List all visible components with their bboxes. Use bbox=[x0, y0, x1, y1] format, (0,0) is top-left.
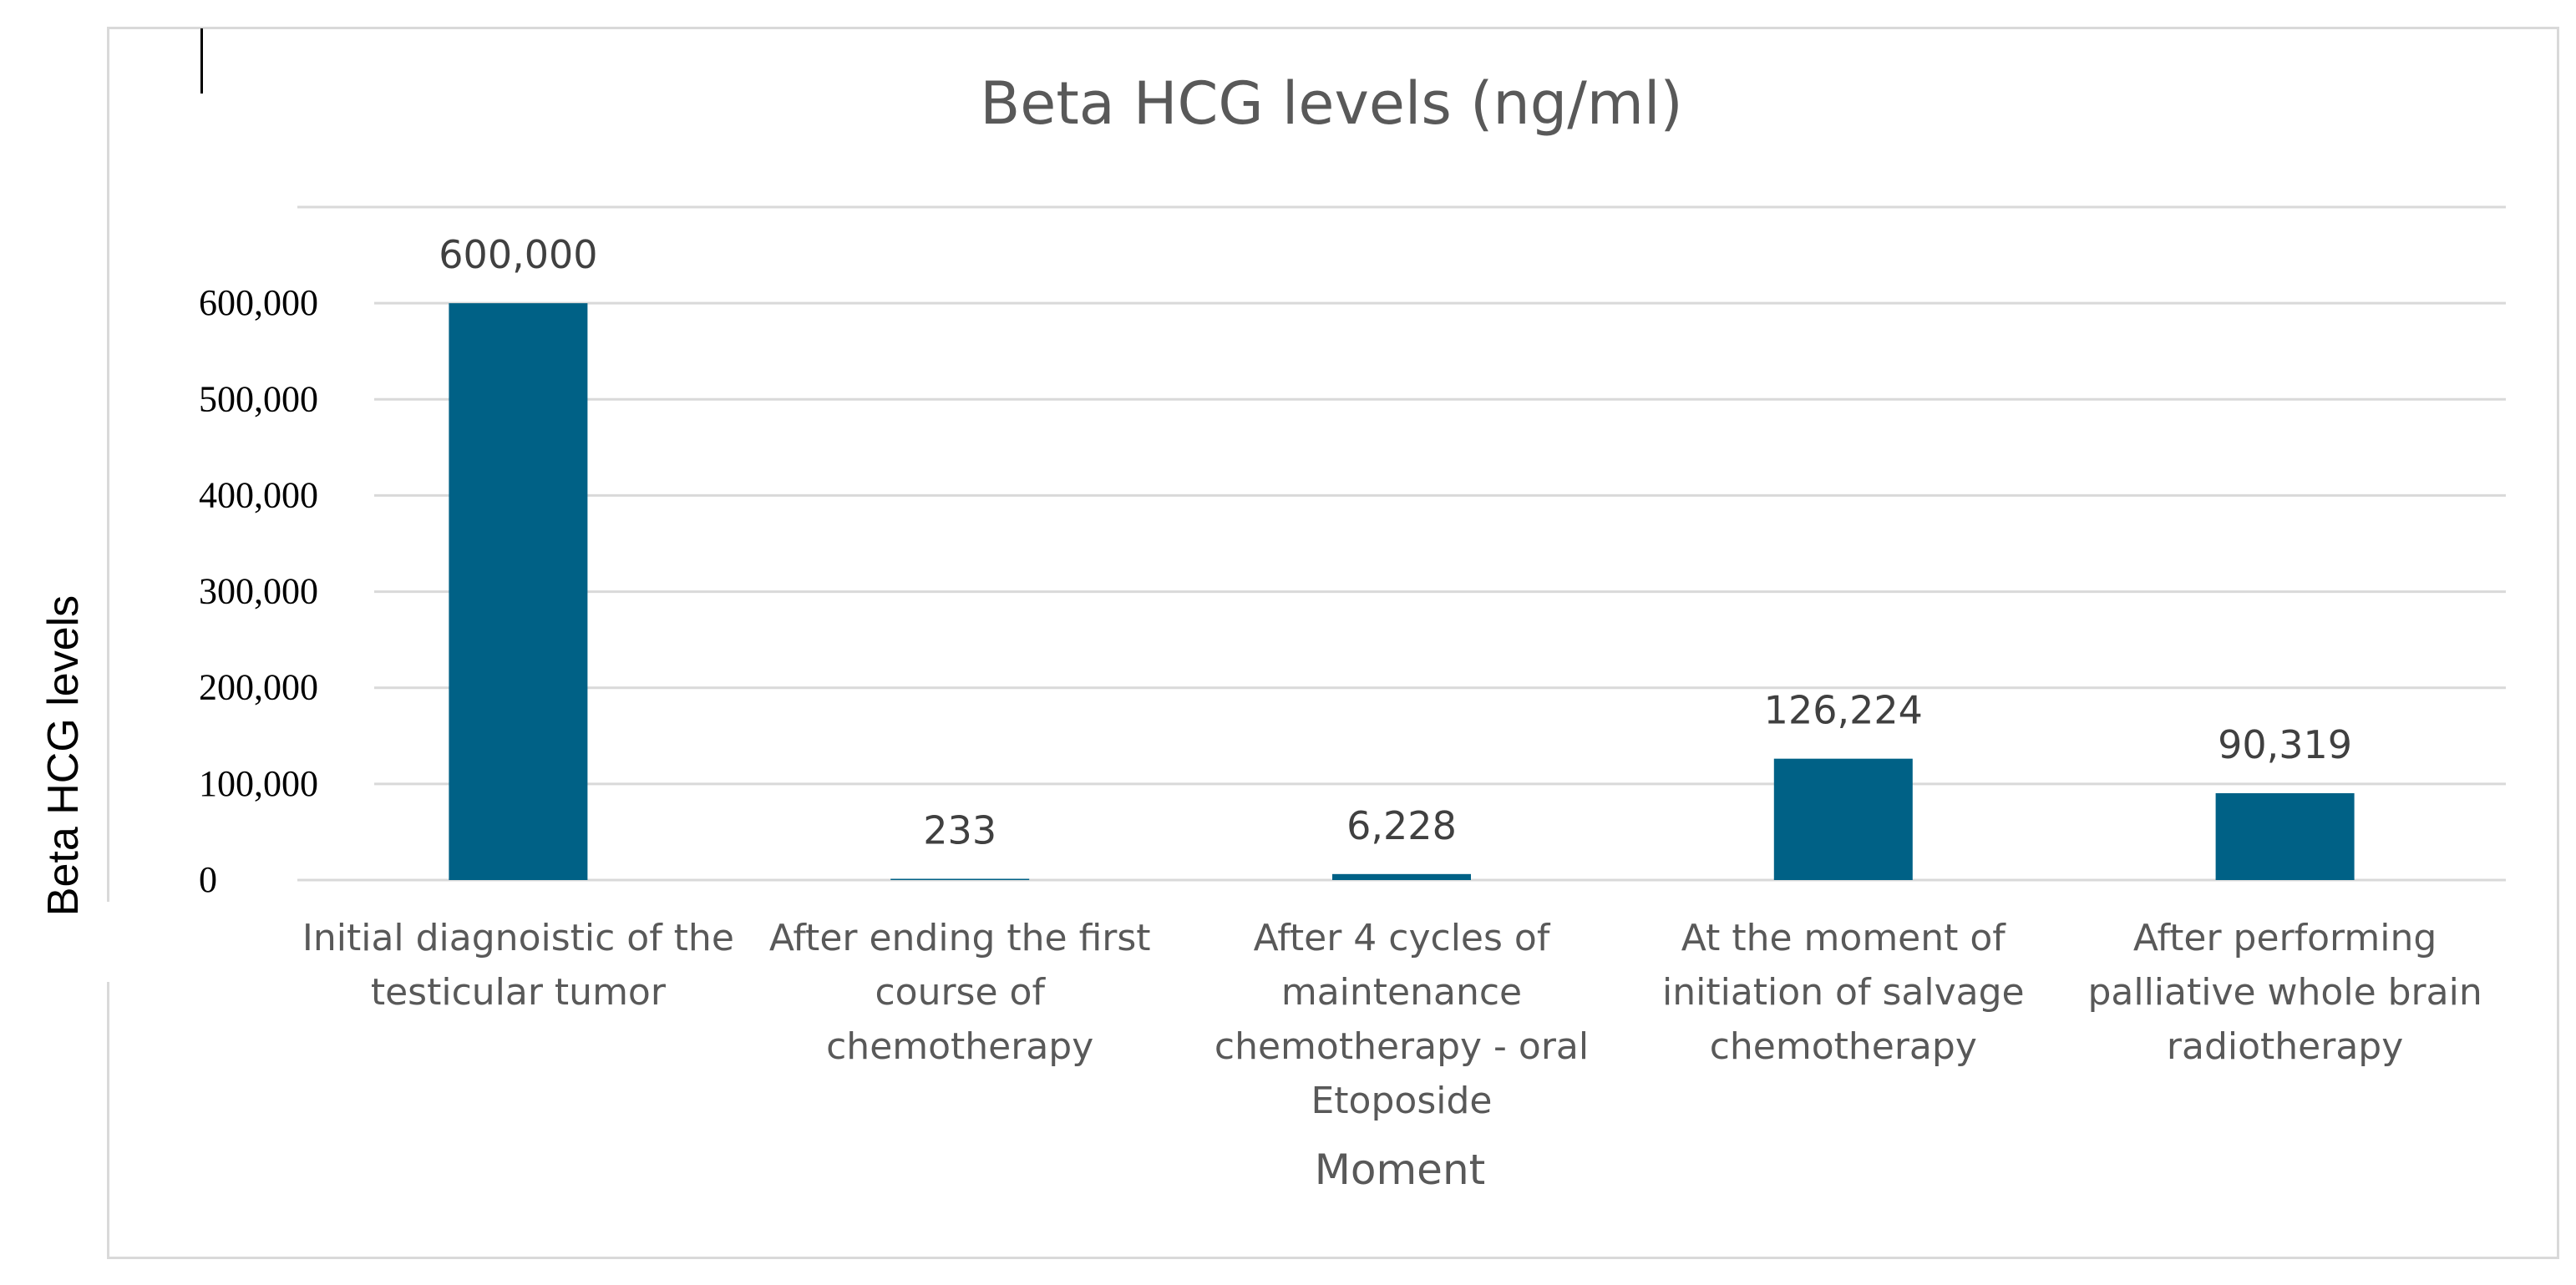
bar bbox=[449, 303, 588, 881]
x-tick-label: At the moment of initiation of salvage che… bbox=[1662, 917, 2025, 1068]
data-label: 126,224 bbox=[1764, 688, 1923, 733]
y-tick-label: 300,000 bbox=[199, 571, 318, 612]
data-label: 6,228 bbox=[1346, 803, 1457, 848]
x-tick-label-line: maintenance bbox=[1281, 971, 1522, 1014]
x-tick-label-line: At the moment of bbox=[1681, 917, 2007, 959]
x-axis-title: Moment bbox=[1315, 1146, 1486, 1194]
y-tick-labels: 0 100,000 200,000 300,000 400,000 500,000 600,… bbox=[199, 282, 318, 900]
x-tick-labels: Initial diagnoistic of the testicular tum… bbox=[302, 917, 2482, 1122]
x-tick-label-line: After ending the first bbox=[769, 917, 1151, 959]
x-tick-label-line: radiotherapy bbox=[2167, 1025, 2403, 1068]
x-tick-label-line: Initial diagnoistic of the bbox=[302, 917, 734, 959]
text-caret bbox=[200, 28, 203, 94]
x-tick-label-line: palliative whole brain bbox=[2087, 971, 2482, 1014]
x-tick-label-line: chemotherapy bbox=[1710, 1025, 1977, 1068]
data-label: 600,000 bbox=[439, 232, 597, 277]
x-tick-label-line: Etoposide bbox=[1311, 1080, 1493, 1122]
y-tick-label: 0 bbox=[199, 859, 217, 900]
y-tick-label: 500,000 bbox=[199, 378, 318, 419]
gridlines bbox=[297, 205, 2506, 882]
data-label: 233 bbox=[923, 808, 996, 853]
x-tick-label-line: After 4 cycles of bbox=[1254, 917, 1551, 959]
x-tick-label: After ending the first course of chemother… bbox=[769, 917, 1151, 1068]
y-tick-label: 600,000 bbox=[199, 282, 318, 323]
bar bbox=[1773, 758, 1913, 880]
bar bbox=[1332, 873, 1471, 880]
bars bbox=[449, 303, 2355, 881]
x-tick-label-line: course of bbox=[875, 971, 1046, 1014]
x-tick-label: After 4 cycles of maintenance chemotherapy… bbox=[1214, 917, 1589, 1122]
x-tick-label-line: testicular tumor bbox=[371, 971, 667, 1014]
x-tick-label-line: chemotherapy - oral bbox=[1214, 1025, 1589, 1068]
bar bbox=[890, 878, 1030, 880]
data-label: 90,319 bbox=[2218, 722, 2352, 767]
bar bbox=[2215, 793, 2355, 880]
x-tick-label-line: chemotherapy bbox=[826, 1025, 1093, 1068]
x-tick-label-line: initiation of salvage bbox=[1662, 971, 2025, 1014]
x-tick-label-line: After performing bbox=[2133, 917, 2437, 959]
x-tick-label: After performing palliative whole brain ra… bbox=[2087, 917, 2482, 1068]
frame-gap bbox=[104, 902, 114, 982]
y-tick-label: 100,000 bbox=[199, 763, 318, 804]
chart-title: Beta HCG levels (ng/ml) bbox=[980, 69, 1683, 138]
y-tick-label: 400,000 bbox=[199, 474, 318, 515]
y-tick-label: 200,000 bbox=[199, 667, 318, 708]
x-tick-label: Initial diagnoistic of the testicular tum… bbox=[302, 917, 734, 1014]
data-labels: 600,000 233 6,228 126,224 90,319 bbox=[439, 232, 2352, 852]
